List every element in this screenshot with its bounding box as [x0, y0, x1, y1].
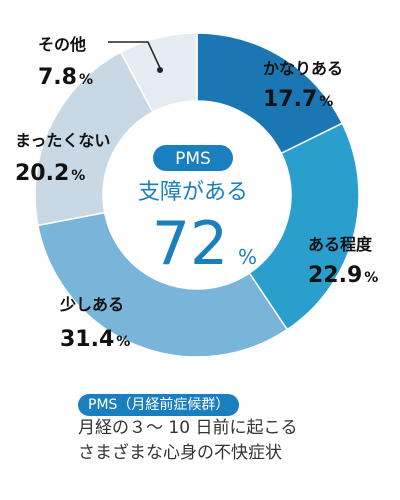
donut-chart: かなりある 17.7% ある程度 22.9% 少しある 31.4% まったくない…	[15, 32, 378, 358]
label-sukoshi: 少しある 31.4%	[59, 295, 130, 352]
slice-label-value: 20.2%	[15, 161, 85, 186]
slice-label-name: かなりある	[263, 59, 343, 78]
label-sonota: その他 7.8%	[38, 35, 93, 90]
center-badge-bg	[153, 145, 233, 171]
slice-label-value: 31.4%	[60, 327, 130, 352]
label-mattaku: まったくない 20.2%	[15, 131, 110, 186]
center-badge-text: PMS	[175, 149, 211, 169]
donut-slice-1	[248, 122, 360, 331]
slice-label-name: 少しある	[59, 295, 124, 314]
slice-label-value: 7.8%	[38, 65, 93, 90]
slice-label-name: その他	[38, 35, 86, 54]
donut-center: PMS 支障がある 72 %	[138, 145, 257, 279]
label-aruteido: ある程度 22.9%	[308, 235, 378, 288]
other-leader-line	[108, 41, 161, 69]
slice-label-name: ある程度	[308, 235, 373, 254]
footnote-badge: PMS（月経前症候群）	[78, 394, 240, 416]
slice-label-value: 22.9%	[308, 263, 378, 288]
other-leader-dot	[157, 67, 163, 73]
slice-label-value: 17.7%	[263, 87, 333, 112]
center-value: 72	[152, 209, 228, 279]
label-kanari: かなりある 17.7%	[263, 59, 343, 112]
donut-slice-3	[34, 51, 154, 227]
slice-label-name: まったくない	[15, 131, 110, 150]
center-unit: %	[238, 245, 257, 269]
center-subtitle: 支障がある	[138, 180, 248, 205]
donut-slices	[34, 32, 360, 358]
footnote-line-1: 月経の３～ 10 日前に起こる	[78, 418, 298, 438]
footnote-line-2: さまざまな心身の不快症状	[78, 443, 282, 463]
donut-slice-2	[36, 211, 289, 358]
footnote: PMS（月経前症候群） 月経の３～ 10 日前に起こる さまざまな心身の不快症状	[78, 394, 400, 466]
